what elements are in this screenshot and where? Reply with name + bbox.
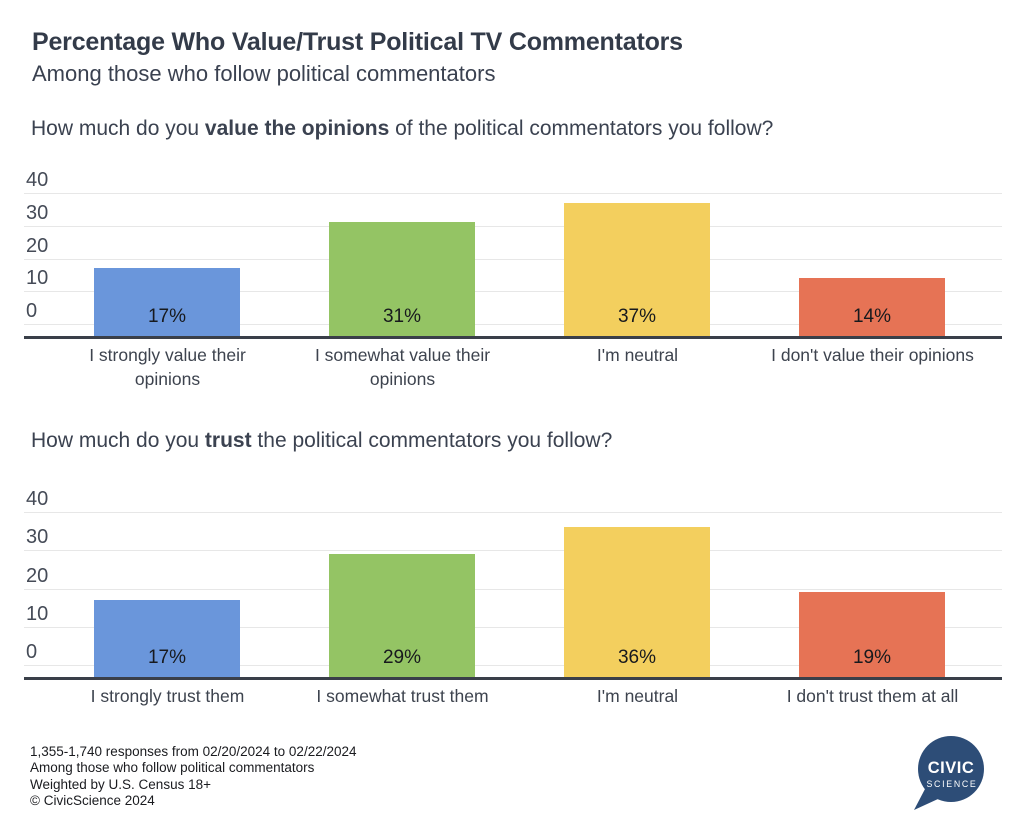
y-tick-label-10: 10 [26, 602, 49, 625]
category-label-text: I don't trust them at all [786, 686, 959, 706]
gridline-y30 [24, 550, 1002, 552]
bar-i-m-neutral: 36% [564, 527, 710, 677]
gridline-y40 [24, 512, 1002, 513]
footer-line: Weighted by U.S. Census 18+ [30, 776, 211, 792]
question-text-2: How much do you trust the political comm… [31, 429, 612, 453]
y-tick-label-0: 0 [26, 641, 38, 663]
bar-slot: 17% [50, 193, 285, 336]
plot-area-2: 0 10 20 30 40 17% 29% 36% 19% [24, 489, 1002, 680]
bar-value-label: 36% [617, 647, 657, 668]
gridline-y40 [24, 193, 1002, 194]
question-pre: How much do you [31, 117, 205, 140]
bar-value-label: 37% [617, 306, 657, 327]
bar-slot: 29% [285, 512, 520, 677]
category-label: I'm neutral [520, 684, 755, 708]
y-tick-label-20: 20 [26, 234, 49, 257]
logo-text-civic: CIVIC [928, 759, 975, 777]
bar-slot: 19% [755, 512, 990, 677]
gridline-y0 [24, 324, 1002, 325]
question-pre: How much do you [31, 429, 205, 452]
civicscience-logo: CIVIC SCIENCE [914, 736, 984, 810]
gridline-y10 [24, 626, 1002, 628]
gridline-y20 [24, 588, 1002, 590]
footer-line: Among those who follow political comment… [30, 760, 315, 776]
y-tick-label-30: 30 [26, 526, 49, 549]
category-label: I strongly trust them [50, 684, 285, 708]
question-text-1: How much do you value the opinions of th… [31, 117, 773, 141]
bar-i-somewhat-trust-them: 29% [329, 554, 475, 677]
gridline-y0 [24, 665, 1002, 666]
bar-i-m-neutral: 37% [564, 202, 710, 336]
bar-value-label: 14% [852, 306, 892, 327]
bars-row-1: 17% 31% 37% 14% [50, 193, 990, 336]
bar-slot: 37% [520, 193, 755, 336]
category-label: I don't value their opinions [755, 343, 990, 367]
category-label-text: I somewhat value their opinions [314, 345, 491, 390]
y-tick-label-30: 30 [26, 201, 49, 224]
question-post: of the political commentators you follow… [389, 117, 774, 140]
bar-slot: 31% [285, 193, 520, 336]
gridline-y10 [24, 291, 1002, 293]
bars-row-2: 17% 29% 36% 19% [50, 512, 990, 677]
page-title: Percentage Who Value/Trust Political TV … [32, 28, 683, 56]
category-label: I somewhat trust them [285, 684, 520, 708]
category-label-text: I strongly trust them [90, 686, 245, 706]
bar-i-somewhat-value-their-opinions: 31% [329, 222, 475, 336]
bar-slot: 14% [755, 193, 990, 336]
y-tick-label-10: 10 [26, 267, 49, 290]
footer-attribution: 1,355-1,740 responses from 02/20/2024 to… [30, 744, 357, 809]
question-post: the political commentators you follow? [251, 429, 613, 452]
category-label-text: I strongly value their opinions [89, 345, 246, 390]
bar-value-label: 29% [382, 647, 422, 668]
gridline-y20 [24, 258, 1002, 260]
bar-value-label: 31% [382, 306, 422, 327]
y-tick-label-0: 0 [26, 300, 38, 322]
footer-line: © CivicScience 2024 [30, 792, 155, 808]
category-label-text: I somewhat trust them [316, 686, 489, 706]
y-tick-label-20: 20 [26, 564, 49, 587]
bar-value-label: 19% [852, 647, 892, 668]
y-tick-label-40: 40 [26, 169, 49, 191]
logo-bubble-tail [914, 789, 938, 810]
category-label: I strongly value their opinions [50, 343, 285, 391]
bar-slot: 36% [520, 512, 755, 677]
bar-slot: 17% [50, 512, 285, 677]
plot-area-1: 0 10 20 30 40 17% 31% 37% 14% [24, 170, 1002, 339]
logo-text-science: SCIENCE [926, 779, 977, 789]
category-label: I somewhat value their opinions [285, 343, 520, 391]
bar-value-label: 17% [147, 647, 187, 668]
bar-value-label: 17% [147, 306, 187, 327]
bar-i-strongly-value-their-opinions: 17% [94, 268, 240, 336]
category-label: I'm neutral [520, 343, 755, 367]
bar-i-don-t-trust-them-at-all: 19% [799, 592, 945, 677]
logo-bubble-circle [918, 736, 984, 802]
gridline-y30 [24, 225, 1002, 227]
bar-i-don-t-value-their-opinions: 14% [799, 278, 945, 336]
category-label-text: I'm neutral [596, 686, 679, 706]
footer-line: 1,355-1,740 responses from 02/20/2024 to… [30, 744, 357, 759]
category-label-text: I'm neutral [596, 345, 679, 365]
question-bold: trust [204, 429, 252, 452]
y-tick-label-40: 40 [26, 488, 49, 510]
category-label-text: I don't value their opinions [771, 345, 974, 365]
question-bold: value the opinions [204, 117, 390, 140]
page-subtitle: Among those who follow political comment… [32, 61, 496, 86]
category-label: I don't trust them at all [755, 684, 990, 708]
bar-i-strongly-trust-them: 17% [94, 599, 240, 677]
